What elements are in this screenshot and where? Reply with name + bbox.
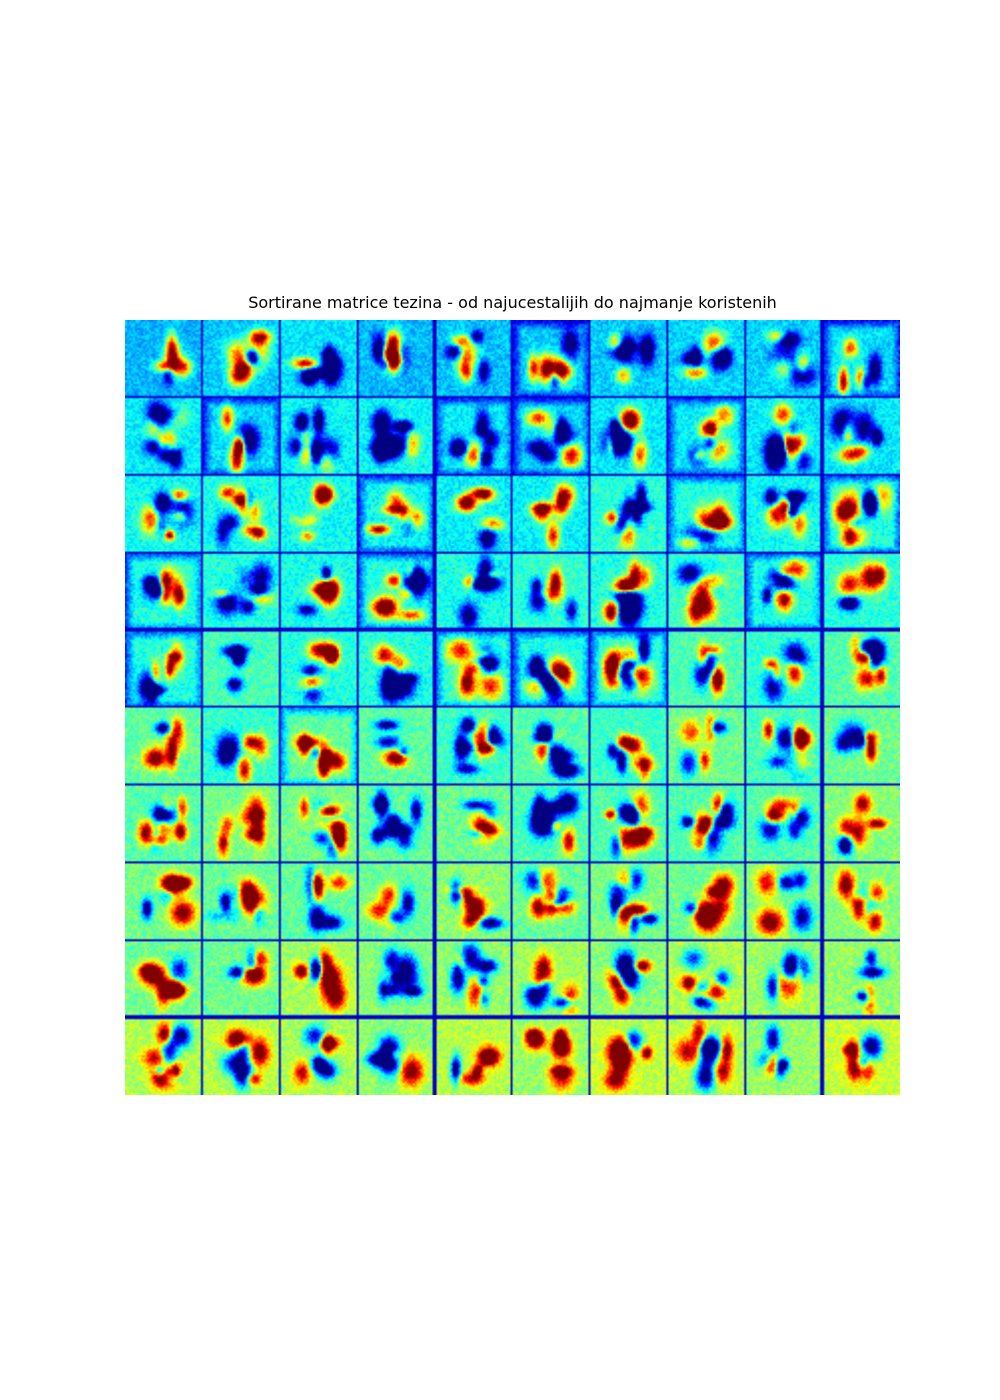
weight-matrices-grid xyxy=(125,320,900,1095)
figure-title: Sortirane matrice tezina - od najucestal… xyxy=(0,293,1000,312)
